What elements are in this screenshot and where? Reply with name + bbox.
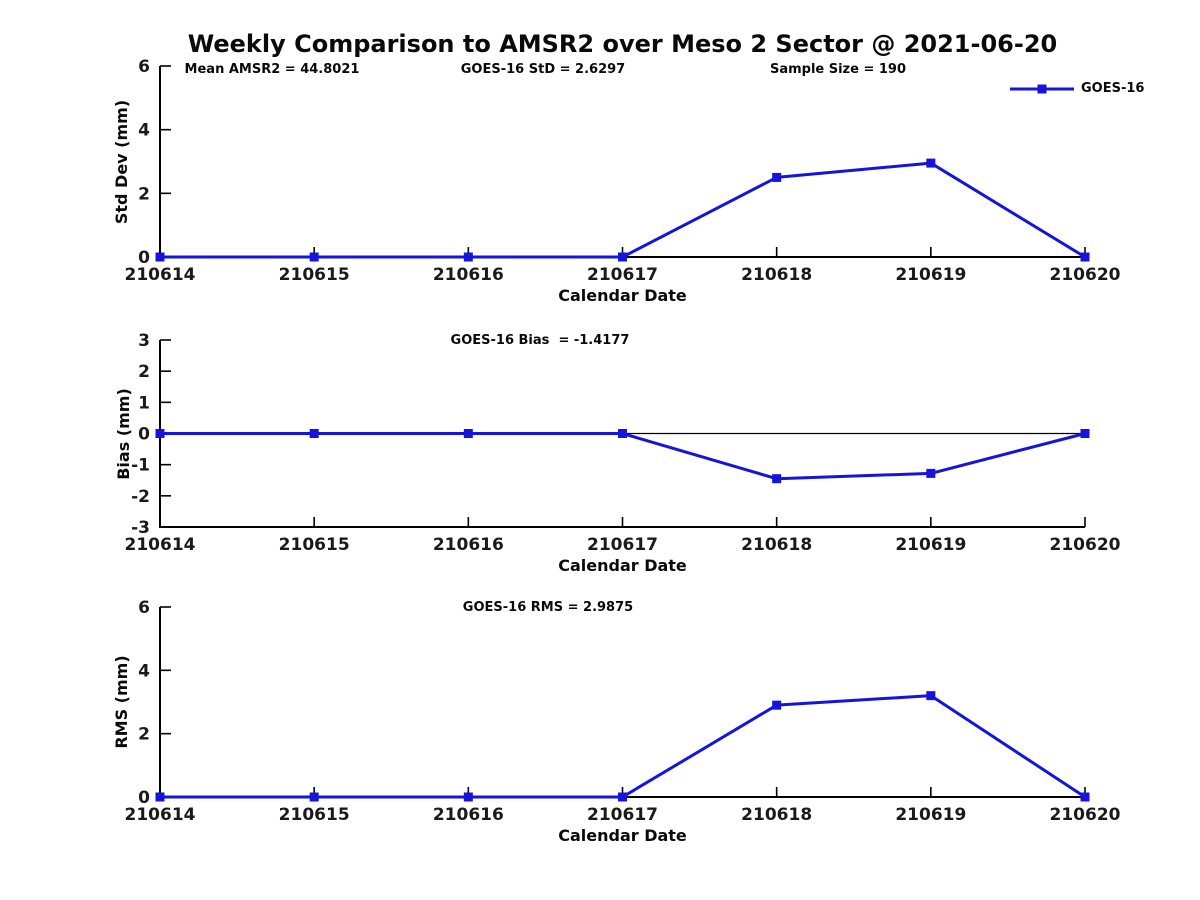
std-dev-series-line: [160, 161, 1086, 259]
rms-y-tick-label: 0: [138, 788, 150, 808]
y-axis-label-rms: RMS (mm): [112, 655, 131, 749]
rms-data-point: [772, 700, 782, 710]
bias-data-point: [926, 468, 936, 478]
x-axis-label-bias: Calendar Date: [558, 556, 687, 575]
rms-series-line: [160, 694, 1086, 799]
bias-y-tick-label: -3: [131, 518, 150, 538]
y-axis-label-bias: Bias (mm): [114, 388, 133, 480]
rms-x-tick-label: 210619: [895, 805, 966, 825]
rms-data-point: [618, 792, 627, 802]
bias-y-tick-label: 0: [138, 425, 150, 445]
std-dev-data-point: [772, 172, 782, 182]
bias-x-tick-label: 210619: [895, 535, 966, 555]
y-axis-label-std-dev: Std Dev (mm): [112, 99, 131, 225]
annotation-goes16-bias: GOES-16 Bias = -1.4177: [450, 333, 630, 348]
bias-data-point: [772, 474, 782, 484]
bias-data-point: [1080, 429, 1090, 438]
rms-x-tick-label: 210618: [741, 805, 812, 825]
rms-y-tick-label: 2: [138, 725, 150, 745]
rms-data-point: [463, 792, 473, 802]
std-dev-x-tick-label: 210619: [895, 265, 966, 285]
std-dev-x-tick-label: 210616: [433, 265, 504, 285]
std-dev-data-point: [463, 252, 473, 262]
std-dev-x-tick-label: 210615: [279, 265, 350, 285]
bias-y-tick-label: 1: [138, 393, 150, 413]
legend-line-marker-icon: [1010, 84, 1074, 93]
rms-y-tick-label: 6: [138, 598, 150, 618]
annotation-goes16-rms: GOES-16 RMS = 2.9875: [462, 600, 634, 615]
bias-x-tick-label: 210617: [587, 535, 658, 555]
bias-y-tick-label: -1: [131, 456, 150, 476]
rms-data-point: [309, 792, 319, 802]
std-dev-y-tick-label: 2: [138, 184, 150, 204]
std-dev-data-point: [618, 252, 627, 262]
rms-x-tick-label: 210616: [433, 805, 504, 825]
std-dev-data-point: [926, 158, 936, 168]
rms-data-point: [155, 792, 165, 802]
bias-data-point: [155, 429, 165, 438]
x-axis-label-rms: Calendar Date: [558, 826, 687, 845]
std-dev-data-point: [309, 252, 319, 262]
rms-x-tick-label: 210614: [125, 805, 196, 825]
std-dev-x-tick-label: 210618: [741, 265, 812, 285]
bias-y-tick-label: 2: [138, 362, 150, 382]
bias-y-tick-label: 3: [138, 331, 150, 351]
std-dev-y-tick-label: 4: [138, 121, 150, 141]
bias-y-tick-label: -2: [131, 487, 150, 507]
annotation-goes16-std: GOES-16 StD = 2.6297: [460, 62, 626, 77]
std-dev-x-tick-label: 210614: [125, 265, 196, 285]
bias-x-tick-label: 210614: [125, 535, 196, 555]
page-title: Weekly Comparison to AMSR2 over Meso 2 S…: [187, 30, 1058, 58]
bias-x-tick-label: 210615: [279, 535, 350, 555]
annotation-sample-size: Sample Size = 190: [769, 62, 907, 77]
x-axis-label-std-dev: Calendar Date: [558, 286, 687, 305]
std-dev-chart: 0 2 4 6 210614 210615 210616 210617 210618 210619…: [125, 57, 1121, 285]
std-dev-y-tick-label: 6: [138, 57, 150, 77]
annotation-mean-amsr2: Mean AMSR2 = 44.8021: [184, 62, 360, 77]
bias-x-tick-label: 210618: [741, 535, 812, 555]
bias-data-point: [309, 429, 319, 438]
std-dev-data-point: [155, 252, 165, 262]
bias-series-line: [160, 432, 1086, 481]
legend: GOES-16: [1010, 81, 1144, 96]
bias-x-tick-label: 210616: [433, 535, 504, 555]
rms-x-tick-label: 210620: [1050, 805, 1121, 825]
std-dev-x-tick-label: 210620: [1050, 265, 1121, 285]
std-dev-x-tick-label: 210617: [587, 265, 658, 285]
bias-data-point: [463, 429, 473, 438]
std-dev-axes: [159, 66, 1085, 258]
std-dev-y-tick-label: 0: [138, 248, 150, 268]
rms-y-tick-label: 4: [138, 661, 150, 681]
std-dev-data-point: [1080, 252, 1090, 262]
rms-x-tick-label: 210617: [587, 805, 658, 825]
legend-label: GOES-16: [1081, 81, 1145, 96]
rms-x-tick-label: 210615: [279, 805, 350, 825]
rms-chart: 0 2 4 6 210614 210615 210616 210617 210618 210619…: [125, 598, 1121, 825]
rms-data-point: [1080, 792, 1090, 802]
bias-data-point: [618, 429, 627, 438]
rms-data-point: [926, 691, 936, 701]
bias-chart: -3 -2 -1 0 1 2 3 210614 210615 210616 210617 210618…: [125, 331, 1121, 555]
bias-x-tick-label: 210620: [1050, 535, 1121, 555]
rms-axes: [159, 607, 1085, 798]
